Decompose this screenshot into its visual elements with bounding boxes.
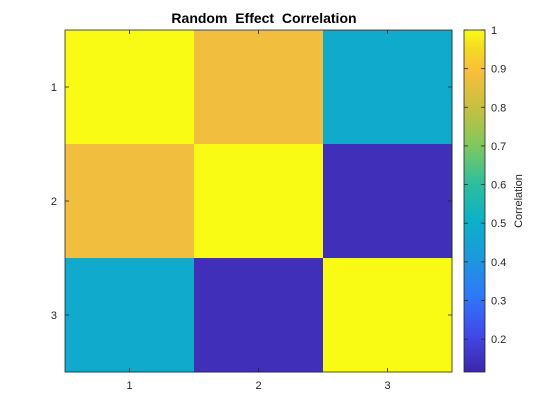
colorbar-frame <box>463 29 486 373</box>
x-tick-label: 2 <box>255 380 261 392</box>
colorbar-tick-label: 0.7 <box>491 141 506 153</box>
colorbar-tick-label: 0.5 <box>491 218 506 230</box>
heatmap-cell-r2-c2 <box>194 144 324 259</box>
heatmap-cell-r1-c2 <box>194 30 324 145</box>
y-axis: 1 2 3 <box>51 82 452 322</box>
colorbar <box>464 30 485 372</box>
colorbar-tick-label: 1 <box>491 25 497 37</box>
colorbar-tick-label: 0.9 <box>491 64 506 76</box>
x-tick-label: 1 <box>126 380 132 392</box>
heatmap-cell-r3-c1 <box>65 258 195 373</box>
chart-title: Random Effect Correlation <box>171 10 356 26</box>
y-tick-label: 2 <box>51 196 57 208</box>
colorbar-tick-label: 0.8 <box>491 102 506 114</box>
x-tick-label: 3 <box>384 380 390 392</box>
heatmap-cell-r3-c3 <box>323 258 453 373</box>
colorbar-label: Correlation <box>513 174 525 228</box>
heatmap-cell-r1-c1 <box>65 30 195 145</box>
heatmap-cell-r1-c3 <box>323 30 453 145</box>
colorbar-tick-label: 0.4 <box>491 257 506 269</box>
colorbar-tick-label: 0.3 <box>491 296 506 308</box>
colorbar-tick-label: 0.6 <box>491 180 506 192</box>
heatmap-cells <box>65 30 453 373</box>
x-axis: 1 2 3 <box>126 30 391 392</box>
heatmap-cell-r2-c1 <box>65 144 195 259</box>
colorbar-ticks: 0.2 0.3 0.4 0.5 0.6 0.7 0.8 0.9 1 <box>464 25 506 346</box>
heatmap-cell-r3-c2 <box>194 258 324 373</box>
heatmap-cell-r2-c3 <box>323 144 453 259</box>
y-tick-label: 1 <box>51 82 57 94</box>
colorbar-tick-label: 0.2 <box>491 334 506 346</box>
y-tick-label: 3 <box>51 310 57 322</box>
